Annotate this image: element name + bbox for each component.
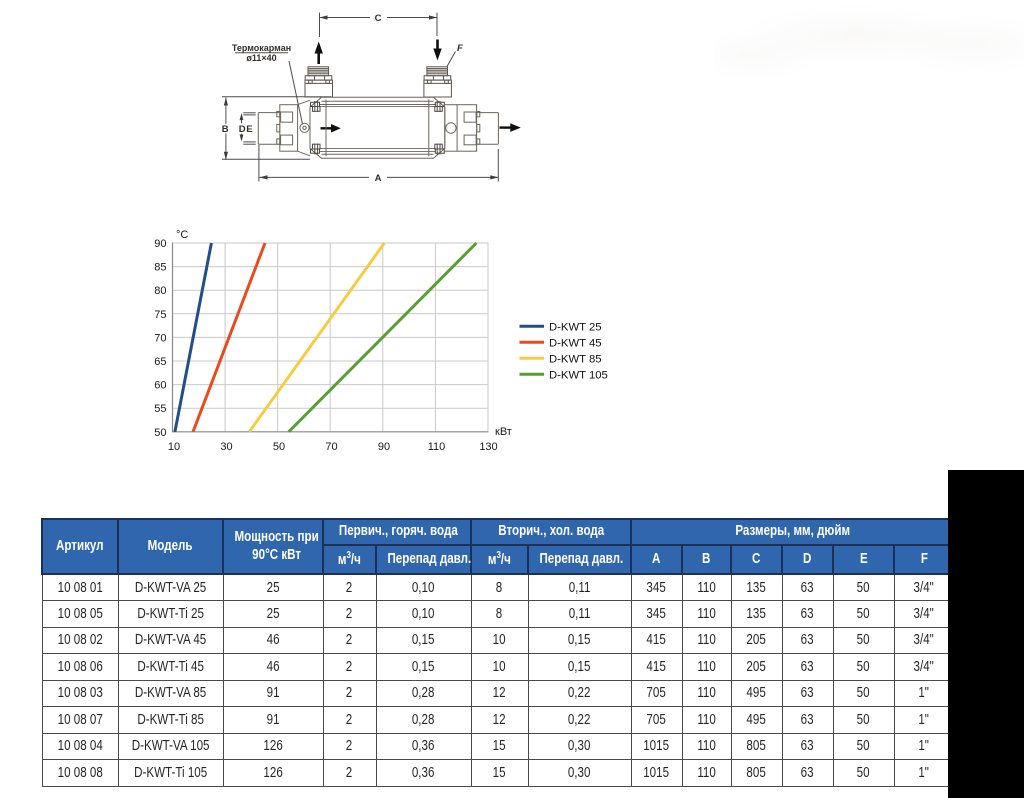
svg-text:70: 70 <box>154 332 166 344</box>
svg-text:D-KWT 105: D-KWT 105 <box>549 370 608 382</box>
svg-text:10: 10 <box>168 441 180 453</box>
svg-text:55: 55 <box>154 403 166 415</box>
svg-text:D-KWT 25: D-KWT 25 <box>549 322 602 334</box>
svg-text:°C: °C <box>176 229 188 241</box>
svg-text:A: A <box>375 173 382 184</box>
svg-text:75: 75 <box>154 309 166 321</box>
svg-text:ø11×40: ø11×40 <box>246 53 276 63</box>
svg-text:80: 80 <box>154 285 166 297</box>
svg-text:110: 110 <box>428 441 446 453</box>
svg-text:B: B <box>222 124 229 135</box>
svg-text:F: F <box>457 43 463 54</box>
svg-text:50: 50 <box>154 427 166 439</box>
svg-text:D: D <box>239 124 246 135</box>
svg-text:30: 30 <box>220 441 232 453</box>
svg-text:C: C <box>375 13 382 24</box>
svg-text:D-KWT 85: D-KWT 85 <box>549 354 602 366</box>
svg-text:D-KWT 45: D-KWT 45 <box>549 338 602 350</box>
svg-text:90: 90 <box>378 441 390 453</box>
svg-text:90: 90 <box>154 238 166 250</box>
svg-text:70: 70 <box>325 441 337 453</box>
svg-text:кВт: кВт <box>495 426 512 438</box>
svg-text:E: E <box>246 124 252 135</box>
svg-text:85: 85 <box>154 262 166 274</box>
svg-text:130: 130 <box>479 441 497 453</box>
svg-text:65: 65 <box>154 356 166 368</box>
svg-text:50: 50 <box>273 441 285 453</box>
svg-text:Термокарман: Термокарман <box>232 43 291 53</box>
svg-text:60: 60 <box>154 380 166 392</box>
